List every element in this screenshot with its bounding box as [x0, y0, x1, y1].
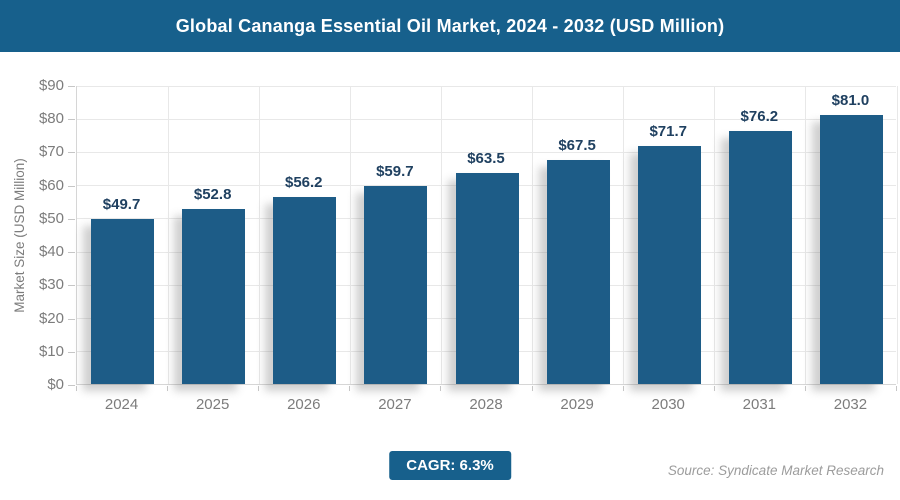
x-axis-tick-label: 2032: [833, 396, 868, 413]
bar-value-label: $76.2: [740, 107, 779, 125]
vertical-gridline: [167, 86, 169, 384]
y-axis-tick-label: $30: [38, 276, 64, 294]
bar-2026: [273, 197, 337, 384]
y-axis-tick-label: $90: [38, 77, 64, 94]
x-axis-tick: [258, 386, 260, 391]
bar-value-label: $52.8: [193, 185, 232, 203]
y-axis-tick: [68, 86, 75, 87]
vertical-gridline: [349, 86, 351, 384]
x-axis-tick: [440, 386, 442, 391]
bar-value-label: $81.0: [831, 91, 870, 109]
x-axis-tick-label: 2028: [469, 396, 503, 413]
x-axis-tick: [167, 386, 169, 391]
y-axis-tick: [68, 318, 75, 320]
y-axis-tick-label: $10: [38, 342, 64, 360]
y-axis-title: Market Size (USD Million): [0, 86, 38, 385]
y-axis-tick: [68, 119, 75, 121]
x-axis-tick: [713, 386, 715, 391]
chart-title-bar: Global Cananga Essential Oil Market, 202…: [0, 0, 900, 52]
bar-2025: [182, 208, 246, 384]
y-axis-tick-label: $40: [38, 243, 64, 261]
x-axis-tick: [531, 386, 533, 391]
vertical-gridline: [805, 86, 807, 384]
y-axis-tick: [68, 152, 75, 154]
y-axis-tick-label: $0: [47, 376, 64, 393]
x-axis-tick-label: 2029: [560, 396, 594, 413]
bar-2027: [364, 185, 428, 384]
x-axis-tick: [896, 386, 897, 391]
bar-value-label: $49.7: [102, 195, 141, 213]
y-axis-tick: [68, 252, 75, 254]
vertical-gridline: [896, 86, 898, 384]
bar-value-label: $56.2: [284, 174, 323, 192]
x-axis-tick: [76, 386, 77, 391]
x-axis-tick: [804, 386, 806, 391]
horizontal-gridline: [77, 85, 896, 87]
bar-value-label: $71.7: [649, 122, 687, 140]
y-axis-tick: [68, 285, 75, 287]
y-axis-tick-label: $50: [38, 209, 64, 227]
vertical-gridline: [623, 86, 625, 384]
x-axis-tick-label: 2025: [195, 396, 230, 413]
bar-2024: [91, 218, 155, 384]
bar-2030: [637, 145, 701, 384]
y-axis-tick: [68, 185, 75, 187]
x-axis-tick-label: 2026: [287, 396, 321, 413]
x-axis-tick: [349, 386, 351, 391]
y-axis-tick-label: $80: [38, 110, 64, 128]
vertical-gridline: [258, 86, 260, 384]
y-axis-tick: [68, 385, 75, 386]
x-axis-tick: [622, 386, 624, 391]
cagr-badge: CAGR: 6.3%: [389, 451, 511, 480]
chart-title: Global Cananga Essential Oil Market, 202…: [175, 15, 725, 36]
horizontal-gridline: [77, 118, 896, 120]
y-axis-tick-label: $70: [38, 143, 64, 161]
bar-value-label: $59.7: [376, 162, 414, 180]
y-axis-tick-label: $20: [38, 309, 64, 327]
vertical-gridline: [440, 86, 442, 384]
bar-2032: [819, 114, 883, 384]
source-text: Source: Syndicate Market Research: [667, 463, 884, 478]
bar-value-label: $63.5: [467, 150, 505, 168]
bar-2031: [728, 130, 792, 384]
y-axis-tick-label: $60: [38, 176, 64, 194]
horizontal-gridline: [77, 151, 896, 153]
y-axis-tick: [68, 351, 75, 353]
x-axis-tick-label: 2030: [651, 396, 685, 413]
plot-area: [76, 85, 898, 385]
x-axis-tick-label: 2024: [104, 396, 139, 413]
vertical-gridline: [714, 86, 716, 384]
x-axis-tick-label: 2027: [378, 396, 412, 413]
bar-2029: [546, 159, 610, 384]
x-axis-tick-label: 2031: [742, 396, 777, 413]
vertical-gridline: [532, 86, 534, 384]
y-axis-tick: [68, 218, 75, 220]
bar-2028: [455, 173, 519, 384]
bar-value-label: $67.5: [558, 136, 596, 154]
